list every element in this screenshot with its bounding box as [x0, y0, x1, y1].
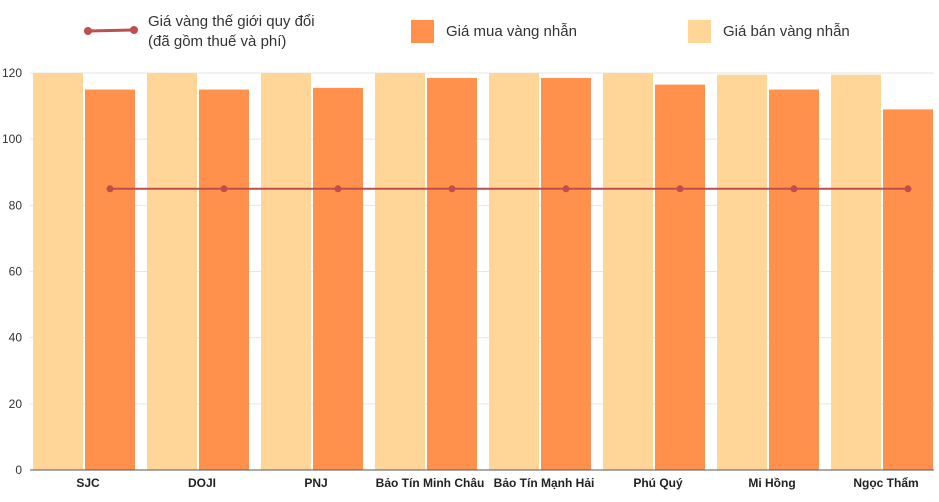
bar-sell-6: [717, 74, 767, 470]
legend-buy-swatch-icon: [411, 20, 434, 43]
legend-buy-label: Giá mua vàng nhẫn: [446, 22, 577, 40]
bar-buy-7: [883, 109, 933, 471]
category-label-2: PNJ: [304, 476, 327, 490]
bars: [33, 73, 933, 471]
y-axis-ticks: 0 20 40 60 80 100 120: [2, 66, 22, 477]
bar-sell-5: [603, 73, 653, 470]
y-tick-label-120: 120: [2, 66, 22, 80]
legend-item-world-price[interactable]: Giá vàng thế giới quy đổi (đã gồm thuế v…: [82, 12, 315, 52]
legend-item-sell[interactable]: Giá bán vàng nhẫn: [688, 20, 850, 43]
legend-line-marker-icon: [84, 26, 138, 35]
legend-sell-swatch-icon: [688, 20, 711, 43]
bar-sell-3: [375, 73, 425, 470]
y-tick-label-0: 0: [15, 463, 22, 477]
category-label-3: Bảo Tín Minh Châu: [376, 476, 485, 490]
bar-buy-4: [541, 77, 591, 471]
world-price-point-5: [676, 185, 684, 193]
bar-sell-7: [831, 74, 881, 470]
category-label-1: DOJI: [188, 476, 216, 490]
world-price-point-3: [448, 185, 456, 193]
world-price-point-2: [334, 185, 342, 193]
legend: Giá vàng thế giới quy đổi (đã gồm thuế v…: [0, 0, 939, 62]
world-price-point-0: [106, 185, 114, 193]
category-label-5: Phú Quý: [633, 476, 683, 490]
bar-buy-5: [655, 84, 705, 471]
y-tick-label-60: 60: [9, 265, 23, 279]
y-tick-label-40: 40: [9, 331, 23, 345]
bar-buy-2: [313, 87, 363, 470]
category-label-0: SJC: [76, 476, 100, 490]
category-labels: SJC DOJI PNJ Bảo Tín Minh Châu Bảo Tín Mạnh …: [76, 476, 918, 490]
bar-sell-1: [147, 73, 197, 470]
bar-buy-3: [427, 77, 477, 471]
world-price-point-7: [904, 185, 912, 193]
category-label-4: Bảo Tín Mạnh Hải: [494, 476, 595, 490]
legend-item-buy[interactable]: Giá mua vàng nhẫn: [411, 20, 577, 43]
bar-sell-0: [33, 73, 83, 470]
bar-sell-4: [489, 73, 539, 470]
world-price-point-4: [562, 185, 570, 193]
bar-sell-2: [261, 73, 311, 470]
world-price-point-1: [220, 185, 228, 193]
world-price-line: [106, 185, 912, 193]
category-label-7: Ngọc Thẩm: [853, 476, 918, 490]
y-tick-label-100: 100: [2, 132, 22, 146]
legend-sell-label: Giá bán vàng nhẫn: [723, 22, 850, 40]
legend-world-price-label-line1: Giá vàng thế giới quy đổi: [148, 13, 315, 30]
bar-buy-0: [85, 89, 135, 471]
bar-buy-1: [199, 89, 249, 471]
y-tick-label-20: 20: [9, 397, 23, 411]
world-price-point-6: [790, 185, 798, 193]
y-tick-label-80: 80: [9, 198, 23, 212]
category-label-6: Mi Hồng: [748, 476, 795, 490]
legend-world-price-label-line2: (đã gồm thuế và phí): [148, 33, 287, 50]
bar-buy-6: [769, 89, 819, 471]
